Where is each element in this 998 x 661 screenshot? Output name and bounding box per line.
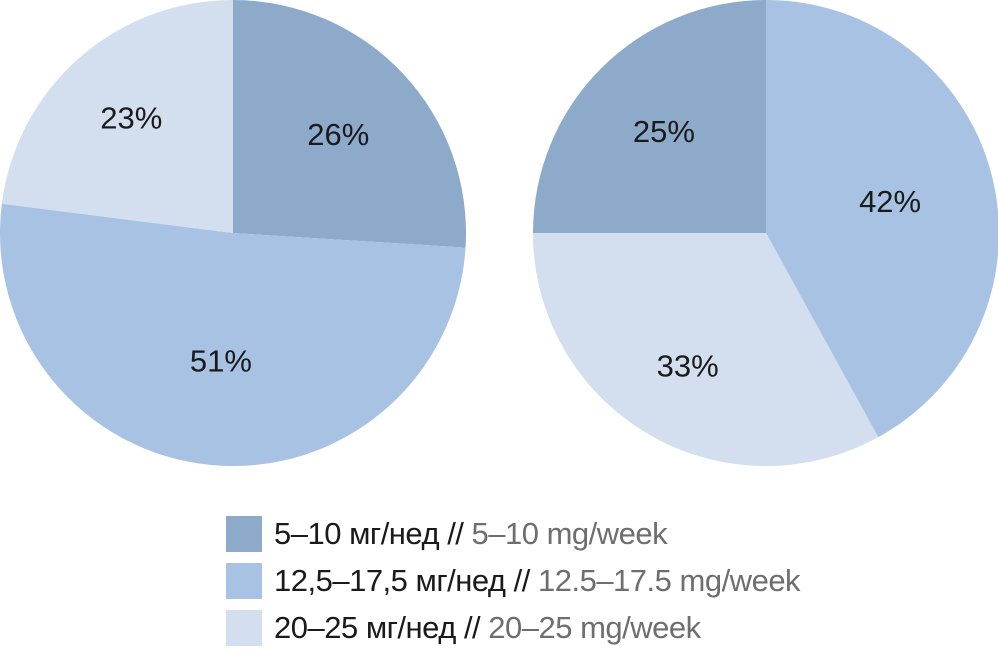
legend-label-ru-5-10: 5–10 мг/нед [274,515,440,551]
legend-item-12-5-17-5: 12,5–17,5 мг/нед // 12.5–17.5 mg/week [226,557,966,604]
legend-label-en-5-10: 5–10 mg/week [471,515,668,551]
pie-left-slice-20-25 [1,0,234,233]
pie-chart-left: 26% 51% 23% [0,0,466,467]
legend: 5–10 мг/нед // 5–10 mg/week 12,5–17,5 мг… [226,510,966,651]
pie-left-label-20-25: 23% [100,101,162,136]
pie-charts: 26% 51% 23% 25% 42% 33% [0,0,998,467]
pie-chart-right: 25% 42% 33% [533,0,998,467]
legend-swatch-12-5-17-5 [226,562,262,599]
legend-separator: // [505,562,538,598]
legend-swatch-20-25 [226,609,262,646]
pie-right-slice-12-5-17-5 [766,0,998,438]
pie-right-slice-5-10 [533,0,766,233]
pie-right-slice-20-25 [533,233,879,467]
legend-separator: // [455,609,489,645]
legend-swatch-5-10 [226,515,262,552]
pie-left-label-5-10: 26% [307,117,369,152]
legend-item-5-10: 5–10 мг/нед // 5–10 mg/week [226,510,966,557]
legend-label-en-12-5-17-5: 12.5–17.5 mg/week [537,562,801,598]
legend-separator: // [439,515,472,551]
pie-left-label-12-5-17-5: 51% [190,344,252,379]
pie-right-label-5-10: 25% [633,114,695,149]
pie-left-slice-12-5-17-5 [0,203,466,467]
legend-item-20-25: 20–25 мг/нед // 20–25 mg/week [226,604,966,651]
legend-label-ru-20-25: 20–25 мг/нед [274,609,456,645]
legend-label-en-20-25: 20–25 mg/week [488,609,701,645]
pie-left-slice-5-10 [233,0,466,248]
pie-right-label-20-25: 33% [657,348,719,383]
pie-right-label-12-5-17-5: 42% [859,184,921,219]
legend-label-ru-12-5-17-5: 12,5–17,5 мг/нед [274,562,506,598]
